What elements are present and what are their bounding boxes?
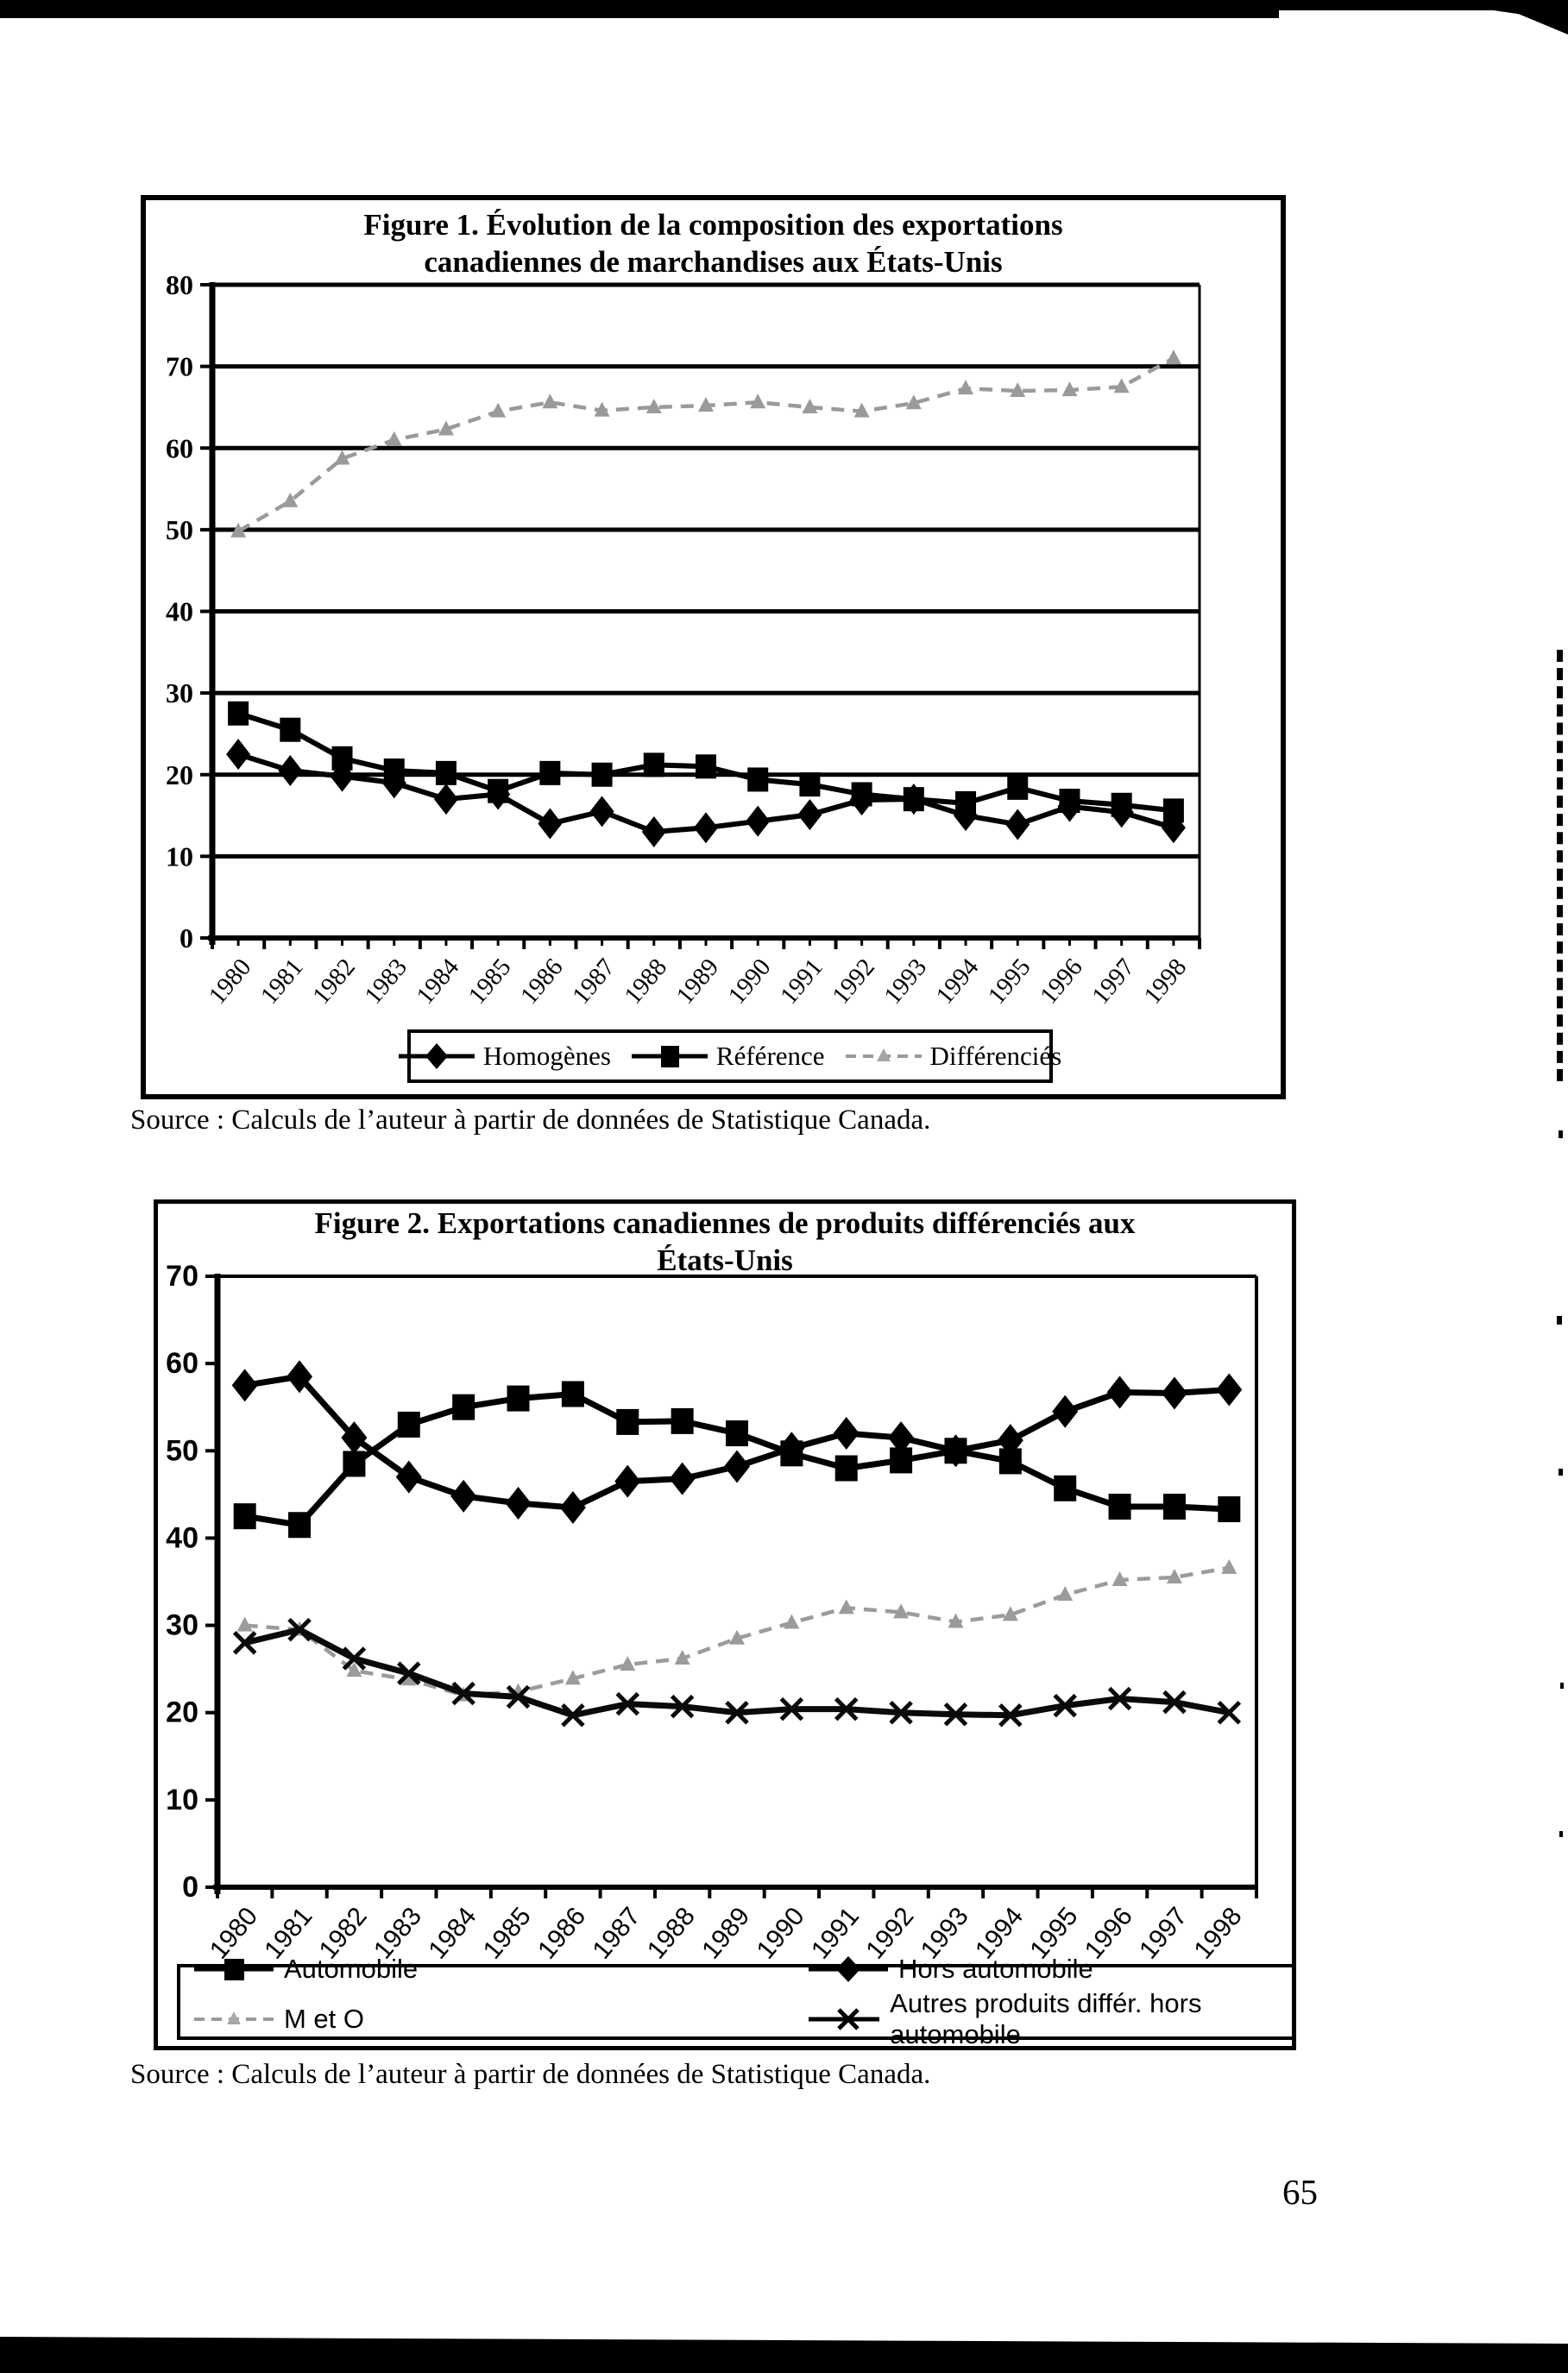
svg-text:80: 80 <box>166 269 193 300</box>
figure1-chart: 0102030405060708019801981198219831984198… <box>166 269 1201 1010</box>
figure2-panel: Figure 2. Exportations canadiennes de pr… <box>154 1199 1296 2050</box>
svg-text:1997: 1997 <box>1086 954 1140 1010</box>
series-1-square <box>228 701 1184 823</box>
y-axis-labels: 0 10 20 30 40 50 60 70 <box>166 1260 198 1904</box>
svg-text:1989: 1989 <box>671 954 725 1010</box>
legend-label: Automobile <box>284 1954 419 1984</box>
legend-label: Autres produits différ. hors automobile <box>890 1988 1202 2049</box>
axes <box>213 1274 1258 1894</box>
figure2-chart: 0102030405060701980198119821983198419851… <box>166 1260 1258 1965</box>
dashed-triangle-marker-icon <box>194 2011 274 2024</box>
svg-text:60: 60 <box>166 432 193 463</box>
diamond-marker-icon <box>398 1043 475 1069</box>
svg-text:1990: 1990 <box>723 954 777 1010</box>
legend-label: Référence <box>715 1041 825 1071</box>
dashed-triangle-marker-icon <box>845 1048 922 1061</box>
y-axis-labels: 0 10 20 30 40 50 60 70 80 <box>166 269 193 954</box>
svg-text:0: 0 <box>182 1871 198 1904</box>
scan-speck <box>1557 1316 1562 1325</box>
figure2-title: Figure 2. Exportations canadiennes de pr… <box>158 1205 1292 1279</box>
figure1-legend: Homogènes Référence Différenciés <box>398 1029 1061 1083</box>
svg-text:1995: 1995 <box>983 954 1036 1010</box>
scan-right-edge-marks <box>1557 650 1563 1081</box>
svg-text:40: 40 <box>166 1521 198 1554</box>
x-marker-icon <box>809 2008 880 2030</box>
svg-text:0: 0 <box>179 922 193 954</box>
figure2-source-note: Source : Calculs de l’auteur à partir de… <box>130 2059 931 2090</box>
svg-text:20: 20 <box>166 1696 198 1729</box>
figure2-title-line1: Figure 2. Exportations canadiennes de pr… <box>314 1206 1136 1240</box>
x-axis-labels: 1980198119821983198419851986198719881989… <box>204 954 1193 1010</box>
figure1-legend-item-differencies: Différenciés <box>845 1041 1062 1072</box>
axes <box>208 282 1201 945</box>
svg-text:1986: 1986 <box>515 954 569 1010</box>
legend-label: M et O <box>284 2004 365 2034</box>
figure1-source-note: Source : Calculs de l’auteur à partir de… <box>130 1105 931 1136</box>
svg-text:1992: 1992 <box>827 954 880 1010</box>
svg-text:1982: 1982 <box>307 954 361 1010</box>
figure2-legend: Automobile Hors automobile M et O <box>177 1954 1295 2049</box>
figure2-legend-item-autres-produits: Autres produits différ. hors automobile <box>809 1988 1292 2050</box>
svg-text:30: 30 <box>166 1609 198 1642</box>
ticks <box>205 1275 1258 1898</box>
legend-label: Hors automobile <box>898 1954 1093 1984</box>
svg-text:1994: 1994 <box>931 954 985 1010</box>
series-2-triangle <box>236 1558 1237 1702</box>
svg-text:70: 70 <box>166 351 193 382</box>
diamond-marker-icon <box>809 1956 888 1982</box>
svg-text:1988: 1988 <box>619 954 672 1010</box>
svg-text:10: 10 <box>166 840 193 872</box>
series-1-diamond <box>231 1360 1243 1525</box>
page-number: 65 <box>1282 2172 1318 2212</box>
figure1-title-line2: canadiennes de marchandises aux États-Un… <box>424 244 1003 279</box>
figure2-legend-item-m-et-o: M et O <box>194 1988 809 2050</box>
scan-bottom-edge-bar2 <box>0 2364 1568 2373</box>
figure2-title-line2: États-Unis <box>657 1243 793 1277</box>
svg-text:30: 30 <box>166 677 193 708</box>
svg-text:1998: 1998 <box>1138 954 1192 1010</box>
figure2-legend-item-automobile: Automobile <box>194 1954 809 1985</box>
figure1-title-line1: Figure 1. Évolution de la composition de… <box>363 208 1063 242</box>
ticks <box>200 283 1201 949</box>
svg-text:20: 20 <box>166 759 193 790</box>
legend-label: Homogènes <box>482 1041 611 1071</box>
svg-text:1983: 1983 <box>359 954 412 1010</box>
series-0-square <box>233 1381 1241 1539</box>
scan-speck <box>1559 1469 1563 1476</box>
scan-top-edge-bar-thick <box>0 0 1279 18</box>
figure1-legend-item-homogenes: Homogènes <box>398 1041 611 1072</box>
svg-text:1981: 1981 <box>255 954 309 1010</box>
series-2-triangle <box>230 349 1181 538</box>
svg-text:1985: 1985 <box>463 954 517 1010</box>
svg-text:1996: 1996 <box>1035 954 1088 1010</box>
figure1-legend-item-reference: Référence <box>631 1041 825 1072</box>
svg-text:1987: 1987 <box>567 954 620 1010</box>
square-marker-icon <box>631 1046 708 1067</box>
svg-text:40: 40 <box>166 596 193 627</box>
square-marker-icon <box>194 1959 274 1980</box>
scan-speck <box>1559 1130 1563 1138</box>
legend-label: Différenciés <box>929 1041 1062 1071</box>
series-3-x <box>232 1617 1242 1728</box>
svg-text:50: 50 <box>166 1434 198 1467</box>
svg-text:1991: 1991 <box>775 954 828 1010</box>
figure1-title: Figure 1. Évolution de la composition de… <box>146 207 1281 280</box>
svg-text:1980: 1980 <box>204 954 257 1010</box>
figure1-panel: Figure 1. Évolution de la composition de… <box>141 195 1286 1099</box>
svg-text:1993: 1993 <box>878 954 932 1010</box>
scan-speck <box>1560 1683 1564 1689</box>
svg-text:50: 50 <box>166 514 193 545</box>
svg-text:60: 60 <box>166 1347 198 1380</box>
svg-text:1984: 1984 <box>412 954 465 1010</box>
figure2-legend-item-hors-automobile: Hors automobile <box>809 1954 1292 1985</box>
svg-text:10: 10 <box>166 1784 198 1816</box>
svg-text:70: 70 <box>166 1260 198 1293</box>
scan-speck <box>1559 1831 1563 1837</box>
